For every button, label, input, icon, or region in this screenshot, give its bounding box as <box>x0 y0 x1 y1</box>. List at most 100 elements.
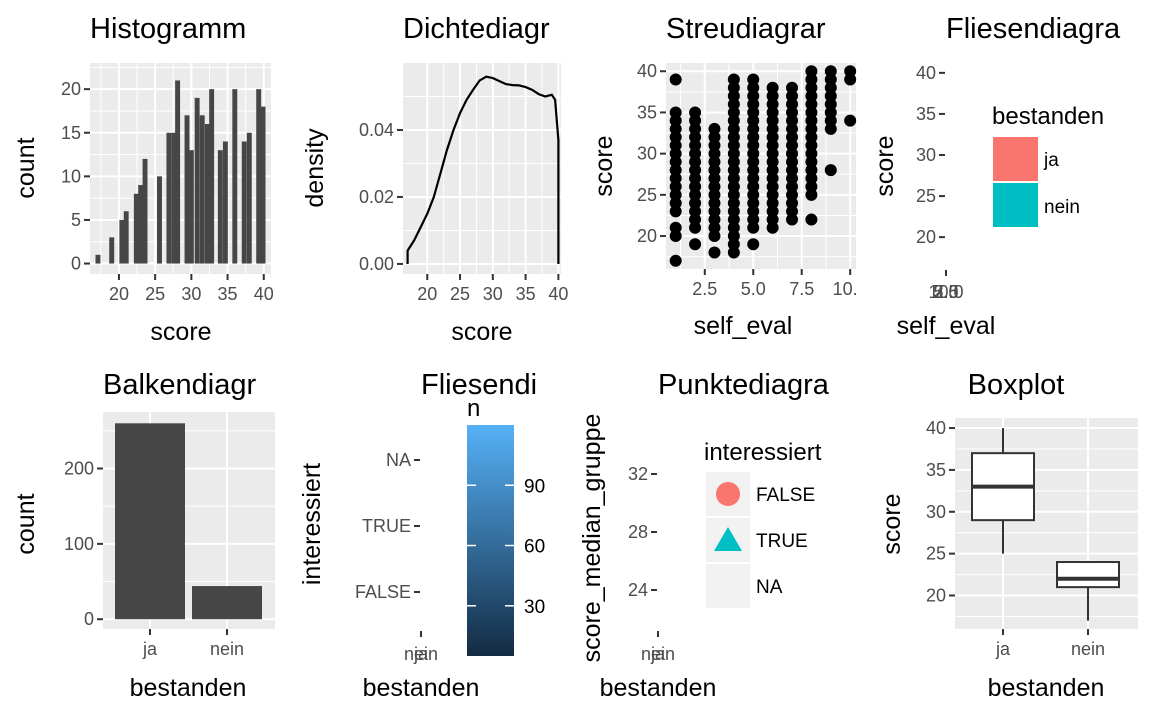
scatter-point <box>689 122 702 135</box>
histogram-bar <box>109 237 115 264</box>
histogram-bar <box>171 132 177 264</box>
scatter-point <box>805 98 818 111</box>
x-tick-label: 2.5 <box>692 279 717 299</box>
scatter-point <box>708 197 721 210</box>
colorbar-label: 90 <box>524 476 545 497</box>
x-tick-label: 40 <box>254 284 274 304</box>
histogram-bar <box>138 185 144 264</box>
bar <box>115 423 185 620</box>
box <box>1056 561 1120 589</box>
scatter-point <box>786 139 799 152</box>
scatter-point <box>708 213 721 226</box>
legend-title: bestanden <box>992 103 1104 130</box>
x-axis-title: self_eval <box>694 312 793 340</box>
scatter-point <box>805 73 818 86</box>
scatter-point <box>844 114 857 127</box>
scatter-point <box>766 180 779 193</box>
scatter-point <box>786 164 799 177</box>
x-tick-label: 7.5 <box>789 279 814 299</box>
scatter-point <box>747 114 760 127</box>
scatter-point <box>727 131 740 144</box>
scatter-point <box>786 114 799 127</box>
x-axis-title: score <box>150 318 211 346</box>
x-axis-title: bestanden <box>130 674 247 702</box>
scatter-point <box>747 81 760 94</box>
y-tick-label: 15 <box>61 123 81 143</box>
scatter-point <box>727 114 740 127</box>
histogram-bar <box>95 254 101 264</box>
scatter-point <box>805 81 818 94</box>
y-tick-label: 40 <box>926 418 946 438</box>
scatter-point <box>766 122 779 135</box>
legend-label: FALSE <box>756 485 815 506</box>
scatter-point <box>805 188 818 201</box>
legend-key <box>706 564 750 608</box>
y-tick-label: 20 <box>61 79 81 99</box>
scatter-point <box>689 221 702 234</box>
y-tick-label: 25 <box>637 185 657 205</box>
y-tick-label: 20 <box>916 227 936 247</box>
y-tick-label: 30 <box>926 502 946 522</box>
histogram-bar <box>256 89 262 264</box>
scatter-point <box>689 131 702 144</box>
scatter-point <box>824 98 837 111</box>
y-axis-title: score <box>878 493 906 554</box>
x-tick-label: 5.0 <box>741 279 766 299</box>
x-tick-label: nein <box>210 639 244 659</box>
scatter-point <box>786 180 799 193</box>
chart-title: Boxplot <box>968 369 1065 401</box>
scatter-point <box>747 131 760 144</box>
scatter-point <box>689 147 702 160</box>
histogram-bar <box>194 97 200 264</box>
y-axis-title: interessiert <box>298 463 326 585</box>
y-tick-label: 20 <box>926 586 946 606</box>
scatter-point <box>669 254 682 267</box>
x-tick-label: 20 <box>417 284 437 304</box>
clip-x-streu-group: 2.5 5.0 7.5 10.0 <box>692 279 857 299</box>
scatter-point <box>786 172 799 185</box>
x-tick-label-overlapping: ja <box>650 644 666 664</box>
plot-panel <box>955 418 1138 629</box>
scatter-point <box>747 73 760 86</box>
scatter-point <box>844 65 857 78</box>
x-tick-label-overlapping: nein <box>404 644 438 664</box>
clip-title-dichte-group: Dichtediagr <box>403 13 550 45</box>
scatter-point <box>805 114 818 127</box>
scatter-point <box>727 98 740 111</box>
scatter-point <box>747 122 760 135</box>
histogram-bar <box>133 193 139 264</box>
plot-panel <box>403 63 561 274</box>
scatter-point <box>669 180 682 193</box>
scatter-point <box>689 155 702 168</box>
chart-title: Streudiagrar <box>666 13 826 45</box>
x-tick-label: nein <box>1071 639 1105 659</box>
x-tick-label: ja <box>995 639 1011 659</box>
histogram-bar <box>232 89 238 264</box>
scatter-point <box>786 98 799 111</box>
scatter-point <box>766 81 779 94</box>
scatter-point <box>786 131 799 144</box>
scatter-point <box>786 106 799 119</box>
y-tick-label: 40 <box>916 63 936 83</box>
scatter-point <box>747 164 760 177</box>
scatter-point <box>727 230 740 243</box>
scatter-point <box>805 131 818 144</box>
histogram-bar <box>246 132 252 264</box>
y-axis-title: density <box>301 128 329 208</box>
scatter-point <box>786 213 799 226</box>
scatter-point <box>786 188 799 201</box>
histogram-bar <box>175 80 181 264</box>
scatter-point <box>786 89 799 102</box>
scatter-point <box>669 221 682 234</box>
scatter-point <box>747 139 760 152</box>
x-tick-label: 25 <box>145 284 165 304</box>
legend-symbol-triangle <box>714 527 742 551</box>
x-tick-label-overlapping: 5.0 <box>933 282 958 302</box>
y-tick-label: 35 <box>637 102 657 122</box>
scatter-point <box>747 89 760 102</box>
scatter-point <box>824 114 837 127</box>
y-tick-label: 25 <box>916 186 936 206</box>
density-curve <box>406 75 560 264</box>
scatter-point <box>727 164 740 177</box>
y-tick-label: 25 <box>926 544 946 564</box>
